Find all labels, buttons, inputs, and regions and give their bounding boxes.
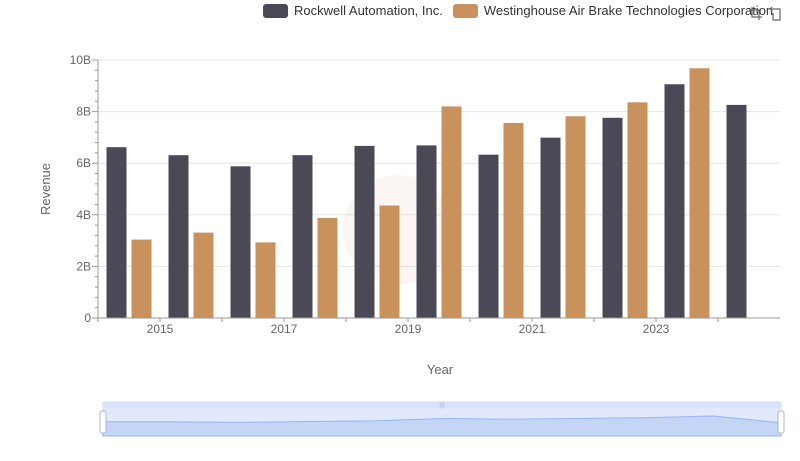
x-tick-label: 2019 <box>395 322 422 336</box>
zoom-icon[interactable] <box>748 6 763 21</box>
bar-rockwell-2024[interactable] <box>726 104 747 318</box>
x-axis-title: Year <box>427 362 454 377</box>
bar-wabtec-2018[interactable] <box>379 205 400 318</box>
data-zoom-slider[interactable]: ||| <box>99 401 785 437</box>
bar-rockwell-2022[interactable] <box>602 117 623 319</box>
x-tick-label: 2021 <box>519 322 546 336</box>
toolbox <box>748 6 784 21</box>
bar-rockwell-2021[interactable] <box>540 137 561 318</box>
bar-rockwell-2017[interactable] <box>292 155 313 318</box>
bar-rockwell-2018[interactable] <box>354 145 375 318</box>
bar-wabtec-2019[interactable] <box>441 106 462 318</box>
legend-item-rockwell[interactable]: Rockwell Automation, Inc. <box>263 3 443 18</box>
legend-swatch-wabtec <box>452 3 478 18</box>
legend-item-wabtec[interactable]: Westinghouse Air Brake Technologies Corp… <box>452 3 774 18</box>
legend: Rockwell Automation, Inc. Westinghouse A… <box>263 3 773 18</box>
data-zoom-top-bar[interactable] <box>103 402 781 408</box>
x-tick-label: 2015 <box>147 322 174 336</box>
restore-icon[interactable] <box>769 6 784 21</box>
y-tick-label: 10B <box>70 53 91 67</box>
bar-wabtec-2016[interactable] <box>255 242 276 318</box>
bar-rockwell-2019[interactable] <box>416 145 437 318</box>
bar-wabtec-2023[interactable] <box>689 68 710 318</box>
y-axis: 0 2B 4B 6B 8B 10B <box>70 53 99 325</box>
bar-wabtec-2014[interactable] <box>131 239 152 318</box>
bar-wabtec-2021[interactable] <box>565 116 586 318</box>
bar-rockwell-2015[interactable] <box>168 155 189 318</box>
data-zoom-grip[interactable]: ||| <box>439 402 445 409</box>
bar-wabtec-2017[interactable] <box>317 217 338 318</box>
x-tick-label: 2023 <box>643 322 670 336</box>
legend-label-rockwell: Rockwell Automation, Inc. <box>294 3 443 18</box>
bar-rockwell-2023[interactable] <box>664 84 685 318</box>
bar-wabtec-2020[interactable] <box>503 122 524 319</box>
y-tick-label: 0 <box>84 311 91 325</box>
bar-rockwell-2014[interactable] <box>106 147 127 318</box>
data-zoom-left-handle[interactable] <box>99 410 107 434</box>
bar-wabtec-2022[interactable] <box>627 102 648 318</box>
y-tick-label: 2B <box>76 259 91 273</box>
y-tick-label: 8B <box>76 105 91 119</box>
bar-rockwell-2020[interactable] <box>478 154 499 318</box>
legend-swatch-rockwell <box>263 3 288 18</box>
bar-rockwell-2016[interactable] <box>230 166 251 318</box>
legend-label-wabtec: Westinghouse Air Brake Technologies Corp… <box>483 3 774 18</box>
x-tick-label: 2017 <box>271 322 298 336</box>
data-zoom-preview <box>102 415 782 437</box>
y-tick-label: 6B <box>76 156 91 170</box>
bars <box>106 68 747 319</box>
x-axis: 2015 2017 2019 2021 2023 <box>97 317 780 336</box>
y-axis-title: Revenue <box>38 163 53 215</box>
bar-wabtec-2015[interactable] <box>193 232 214 318</box>
data-zoom-right-handle[interactable] <box>777 410 785 434</box>
y-tick-label: 4B <box>76 208 91 222</box>
